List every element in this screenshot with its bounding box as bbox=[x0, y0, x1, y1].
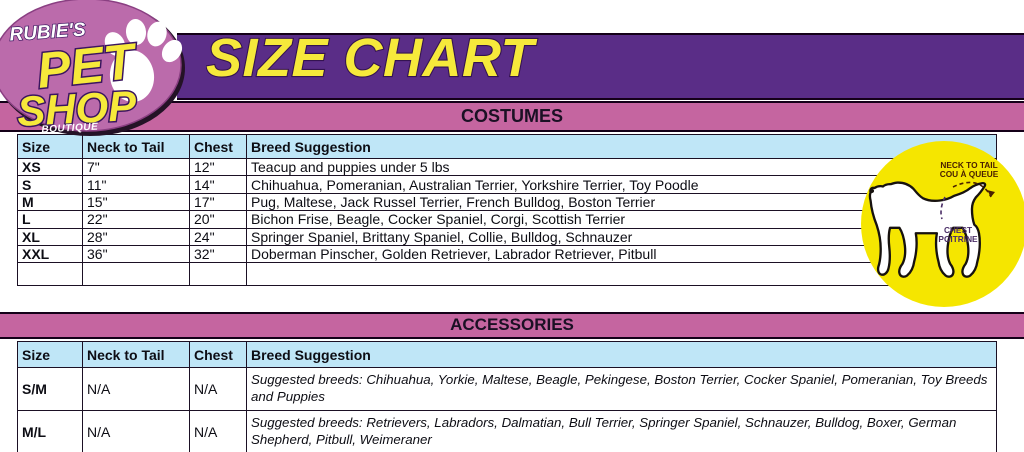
svg-text:SIZE CHART: SIZE CHART bbox=[206, 28, 538, 88]
svg-text:POITRINE: POITRINE bbox=[938, 234, 978, 244]
svg-text:COU À QUEUE: COU À QUEUE bbox=[940, 169, 999, 179]
